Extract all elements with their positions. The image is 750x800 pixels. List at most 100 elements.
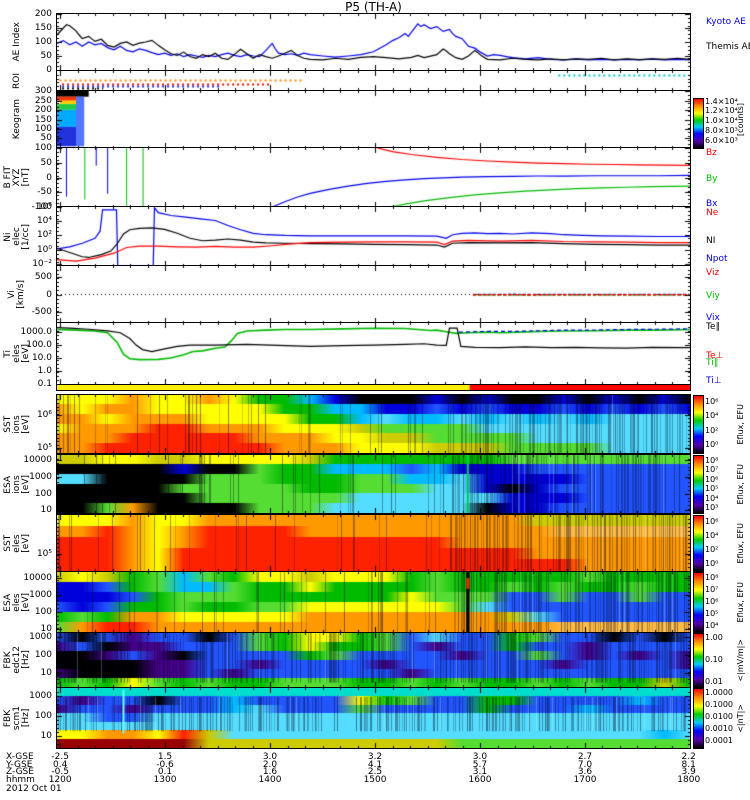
esa_i-cbar-tick-4: 10⁴ xyxy=(705,493,719,503)
bfit-ytick-0: -100 xyxy=(31,202,52,212)
fbk_b-cbar-tick-3: 0.0010 xyxy=(705,723,733,733)
panel-sst_e xyxy=(56,514,691,572)
axis-value-z-gse-5: 3.6 xyxy=(577,767,593,777)
sst_i-canvas xyxy=(57,395,690,453)
legend-kyoto-ae: Kyoto AE xyxy=(706,16,746,27)
axis-value-x-gse-2: 3.0 xyxy=(262,752,278,762)
legend-bz: Bz xyxy=(706,148,717,159)
fbk_e-cbar-unit: <|mV/m|> xyxy=(733,633,749,687)
ae-ytick-0: 0 xyxy=(46,65,52,75)
axis-value-hhmm-0: 1200 xyxy=(48,775,72,785)
axis-value-z-gse-4: 3.1 xyxy=(472,767,488,777)
sst_i-colorbar xyxy=(693,395,704,454)
esa_e-cbar-unit-text: Eflux, EFU xyxy=(736,581,745,623)
axis-value-y-gse-0: 0.4 xyxy=(52,760,68,770)
sst_e-ytick-0: 10⁵ xyxy=(36,549,52,560)
fbk_e-ytick-2: 10 xyxy=(40,667,52,678)
panel-keo xyxy=(56,90,691,149)
fbk_b-ytick-0: 1000 xyxy=(29,690,52,701)
fbk_e-cbar-tick-1: 0.10 xyxy=(705,654,723,664)
ni-canvas xyxy=(57,207,690,266)
date-label: 2012 Oct 01 xyxy=(6,784,62,794)
sst_e-cbar-tick-3: 10⁰ xyxy=(705,558,719,568)
fbk_b-ytick-2: 10 xyxy=(40,731,52,741)
axis-row-label-hhmm: hhmm xyxy=(6,775,35,785)
ni-ytick-1: 10⁰ xyxy=(36,244,52,255)
panel-roi xyxy=(56,70,691,91)
panel-esa_i xyxy=(56,454,691,514)
axis-value-y-gse-1: -0.6 xyxy=(156,760,174,770)
keo-cbar-tick-4: 6.0×10³ xyxy=(705,136,738,146)
axis-value-z-gse-3: 2.5 xyxy=(367,767,383,777)
sst_i-cbar-tick-2: 10² xyxy=(705,425,719,435)
fbk_b-ytick-1: 100 xyxy=(34,711,52,722)
esa_i-canvas xyxy=(57,455,690,513)
axis-value-z-gse-0: -0.5 xyxy=(51,767,69,777)
temp-ytick-4: 1000.0 xyxy=(20,327,53,338)
sst_e-cbar-tick-0: 10⁶ xyxy=(705,516,719,526)
fbk_b-cbar-tick-2: 0.0100 xyxy=(705,711,733,721)
keo-ytick-3: 200 xyxy=(34,104,52,115)
esa_e-colorbar xyxy=(693,572,704,633)
vi-ytick-1: 0 xyxy=(46,289,52,300)
roi-canvas xyxy=(57,71,690,90)
temp-ytick-0: 0.1 xyxy=(37,379,52,389)
fbk_b-canvas xyxy=(57,688,690,748)
legend-bx: Bx xyxy=(706,198,718,209)
vi-canvas xyxy=(57,266,690,323)
keo-ytick-4: 250 xyxy=(34,95,52,106)
panel-bfit xyxy=(56,147,691,208)
esa_e-ytick-2: 100 xyxy=(34,607,52,618)
axis-value-x-gse-5: 2.7 xyxy=(577,752,593,762)
sst_i-cbar-tick-3: 10⁰ xyxy=(705,440,719,450)
esa_e-ytick-3: 10 xyxy=(40,624,52,634)
sst_e-cbar-tick-2: 10² xyxy=(705,544,719,554)
axis-value-z-gse-2: 1.6 xyxy=(262,767,278,777)
panel-fbk_b xyxy=(56,687,691,749)
panel-vi xyxy=(56,265,691,324)
esa_i-cbar-tick-2: 10⁶ xyxy=(705,474,719,484)
bfit-ytick-3: 50 xyxy=(40,157,52,168)
axis-value-x-gse-6: 2.2 xyxy=(681,752,696,762)
legend-viz: Viz xyxy=(706,267,720,278)
fbk_b-cbar-unit: <|nT|> xyxy=(733,688,749,748)
axis-value-hhmm-3: 1500 xyxy=(363,775,387,785)
vi-ytick-0: -500 xyxy=(31,307,52,318)
esa_e-cbar-tick-4: 10⁴ xyxy=(705,620,719,630)
fbk_b-cbar-unit-text: <|nT|> xyxy=(736,703,745,733)
vi-ytick-2: 500 xyxy=(34,271,52,282)
ae-ytick-1: 50 xyxy=(40,51,52,61)
ni-ytick-3: 10⁴ xyxy=(36,216,52,227)
legend-themis-ae: Themis AE xyxy=(706,42,750,53)
panel-bar xyxy=(56,384,691,391)
legend-viy: Viy xyxy=(706,290,720,301)
panel-esa_e xyxy=(56,571,691,633)
esa_i-ytick-3: 10 xyxy=(40,505,52,516)
keo-colorbar xyxy=(693,98,704,149)
sst_e-colorbar xyxy=(693,515,704,572)
axis-row-label-x-gse: X-GSE xyxy=(6,752,34,762)
axis-value-x-gse-0: -2.5 xyxy=(51,752,69,762)
keo-cbar-tick-2: 1.0×10⁴ xyxy=(705,116,738,126)
sst_e-cbar-tick-1: 10⁴ xyxy=(705,530,719,540)
ni-ytick-2: 10² xyxy=(36,230,52,241)
legend-ti-: Ti∥ xyxy=(706,358,719,369)
esa_e-canvas xyxy=(57,572,690,632)
sst_i-cbar-tick-0: 10⁶ xyxy=(705,396,719,406)
legend-ni: NI xyxy=(706,236,716,247)
ae-ytick-3: 150 xyxy=(34,23,52,33)
fbk_e-canvas xyxy=(57,633,690,687)
panel-ni xyxy=(56,206,691,267)
axis-value-y-gse-3: 4.1 xyxy=(367,760,383,770)
fbk_b-cbar-tick-0: 1.0000 xyxy=(705,687,733,697)
axis-value-y-gse-5: 7.0 xyxy=(577,760,593,770)
fbk_e-cbar-tick-2: 0.01 xyxy=(705,676,723,686)
axis-row-label-y-gse: Y-GSE xyxy=(6,760,33,770)
esa_e-cbar-tick-1: 10⁷ xyxy=(705,584,719,594)
legend-vix: Vix xyxy=(706,313,720,324)
legend-ti-: Ti⊥ xyxy=(706,375,722,386)
axis-value-hhmm-4: 1600 xyxy=(468,775,492,785)
axis-value-hhmm-2: 1400 xyxy=(258,775,282,785)
esa_i-colorbar xyxy=(693,455,704,514)
fbk_e-colorbar xyxy=(693,633,704,688)
